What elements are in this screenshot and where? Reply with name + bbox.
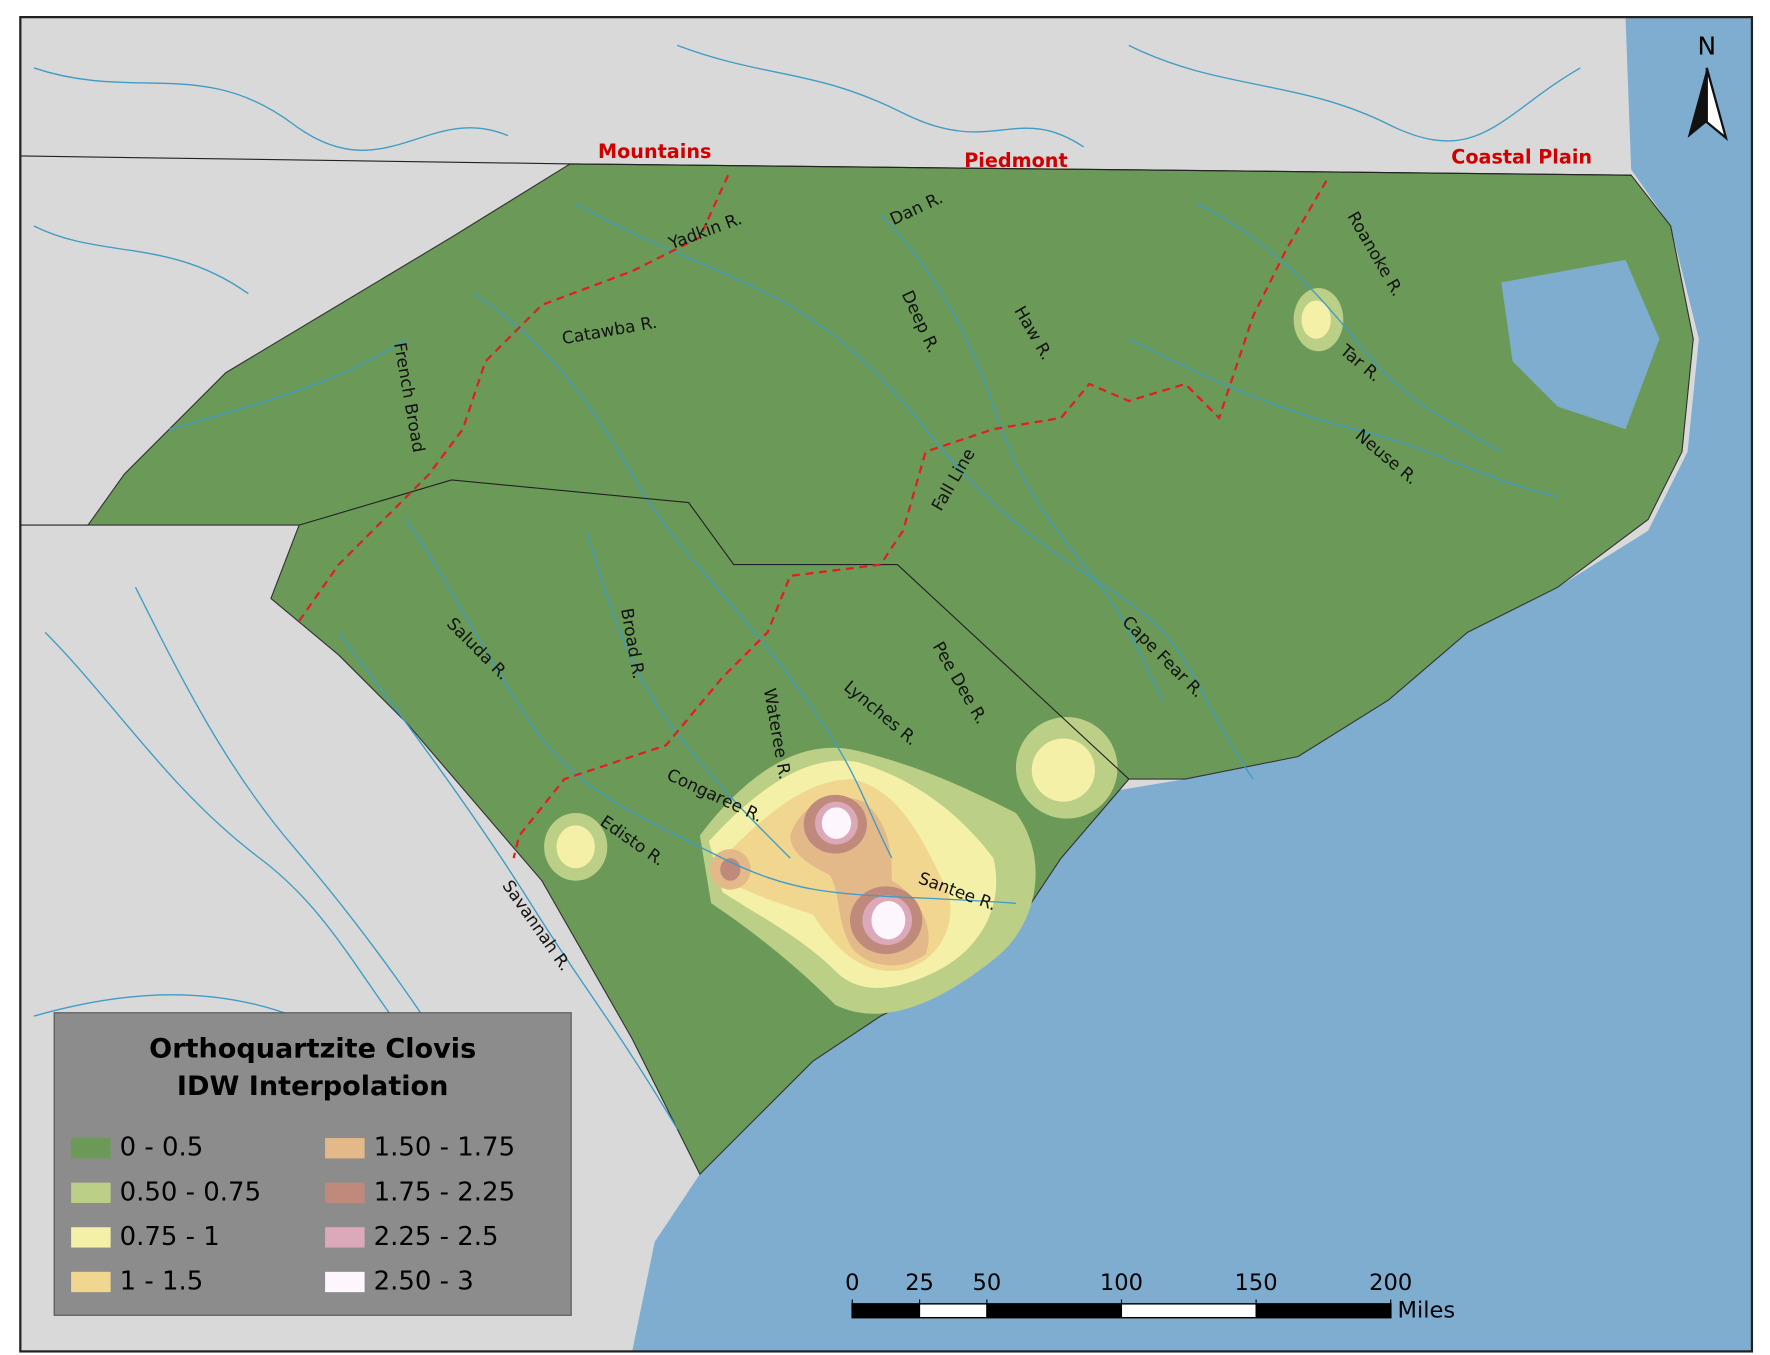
scale-segment xyxy=(851,1303,921,1319)
river xyxy=(473,293,893,859)
legend-swatch xyxy=(325,1227,365,1248)
river xyxy=(880,214,1164,701)
heat-zone xyxy=(556,825,595,869)
legend-swatch xyxy=(325,1138,365,1159)
legend-label: 1.50 - 1.75 xyxy=(374,1133,515,1163)
heat xyxy=(544,288,1344,1014)
boundaries xyxy=(20,155,1632,780)
scale-label: 0 xyxy=(845,1270,859,1296)
river xyxy=(33,225,249,295)
legend-label: 2.25 - 2.5 xyxy=(374,1222,499,1252)
north-arrow: N xyxy=(1687,32,1729,142)
legend-label: 2.50 - 3 xyxy=(374,1266,474,1296)
sound xyxy=(1501,259,1660,430)
state-boundary xyxy=(298,479,1130,780)
region-labels: Mountains Piedmont Coastal Plain xyxy=(598,140,1592,172)
river xyxy=(677,44,1085,148)
river xyxy=(1128,338,1558,498)
river xyxy=(586,530,791,859)
fall-line xyxy=(298,174,730,622)
river xyxy=(33,67,509,151)
legend-title: IDW Interpolation xyxy=(177,1071,449,1102)
legend-swatch xyxy=(71,1271,111,1293)
north-arrow-left xyxy=(1687,67,1707,138)
scale-label: 50 xyxy=(973,1270,1002,1296)
river xyxy=(405,519,1016,904)
frame xyxy=(19,16,1754,1353)
legend: Orthoquartzite Clovis IDW Interpolation … xyxy=(53,1012,572,1316)
legend-swatch xyxy=(325,1271,365,1293)
river xyxy=(1128,44,1581,142)
legend-swatch xyxy=(325,1182,365,1203)
north-label: N xyxy=(1697,32,1716,61)
state-boundary xyxy=(20,155,571,165)
region-label: Coastal Plain xyxy=(1451,146,1592,169)
legend-label: 0.75 - 1 xyxy=(120,1222,220,1252)
scale-label: 200 xyxy=(1369,1270,1412,1296)
scale-label: 25 xyxy=(905,1270,934,1296)
fall-line xyxy=(512,180,1328,859)
legend-swatch xyxy=(71,1182,111,1203)
scale-segment xyxy=(1120,1303,1257,1319)
scale-segment xyxy=(986,1303,1123,1319)
river xyxy=(338,631,678,1130)
ocean xyxy=(632,17,1752,1352)
legend-label: 1 - 1.5 xyxy=(120,1266,204,1296)
legend-swatch xyxy=(71,1227,111,1248)
heat-zone xyxy=(1031,738,1095,802)
legend-swatch xyxy=(71,1138,111,1159)
river xyxy=(169,338,407,430)
state-boundary xyxy=(570,163,1632,176)
legend-label: 0 - 0.5 xyxy=(120,1133,204,1163)
region-label: Mountains xyxy=(598,140,711,163)
scale-segment xyxy=(919,1303,988,1319)
heat-zone xyxy=(1301,300,1331,339)
scale-label: 150 xyxy=(1235,1270,1278,1296)
scale-segment xyxy=(1255,1303,1392,1319)
legend-label: 0.50 - 0.75 xyxy=(120,1177,261,1207)
river xyxy=(575,202,1254,780)
legend-title: Orthoquartzite Clovis xyxy=(149,1034,476,1065)
scale-unit: Miles xyxy=(1397,1297,1455,1323)
river xyxy=(1196,202,1502,453)
scale-label: 100 xyxy=(1100,1270,1143,1296)
region-label: Piedmont xyxy=(964,149,1067,172)
legend-label: 1.75 - 2.25 xyxy=(374,1177,515,1207)
north-arrow-right xyxy=(1705,67,1729,142)
heat-zone xyxy=(821,807,852,839)
legend-box xyxy=(53,1012,572,1316)
heat-zone xyxy=(871,901,906,940)
study-area xyxy=(86,163,1694,1176)
rivers xyxy=(169,202,1558,1130)
river xyxy=(33,994,294,1017)
